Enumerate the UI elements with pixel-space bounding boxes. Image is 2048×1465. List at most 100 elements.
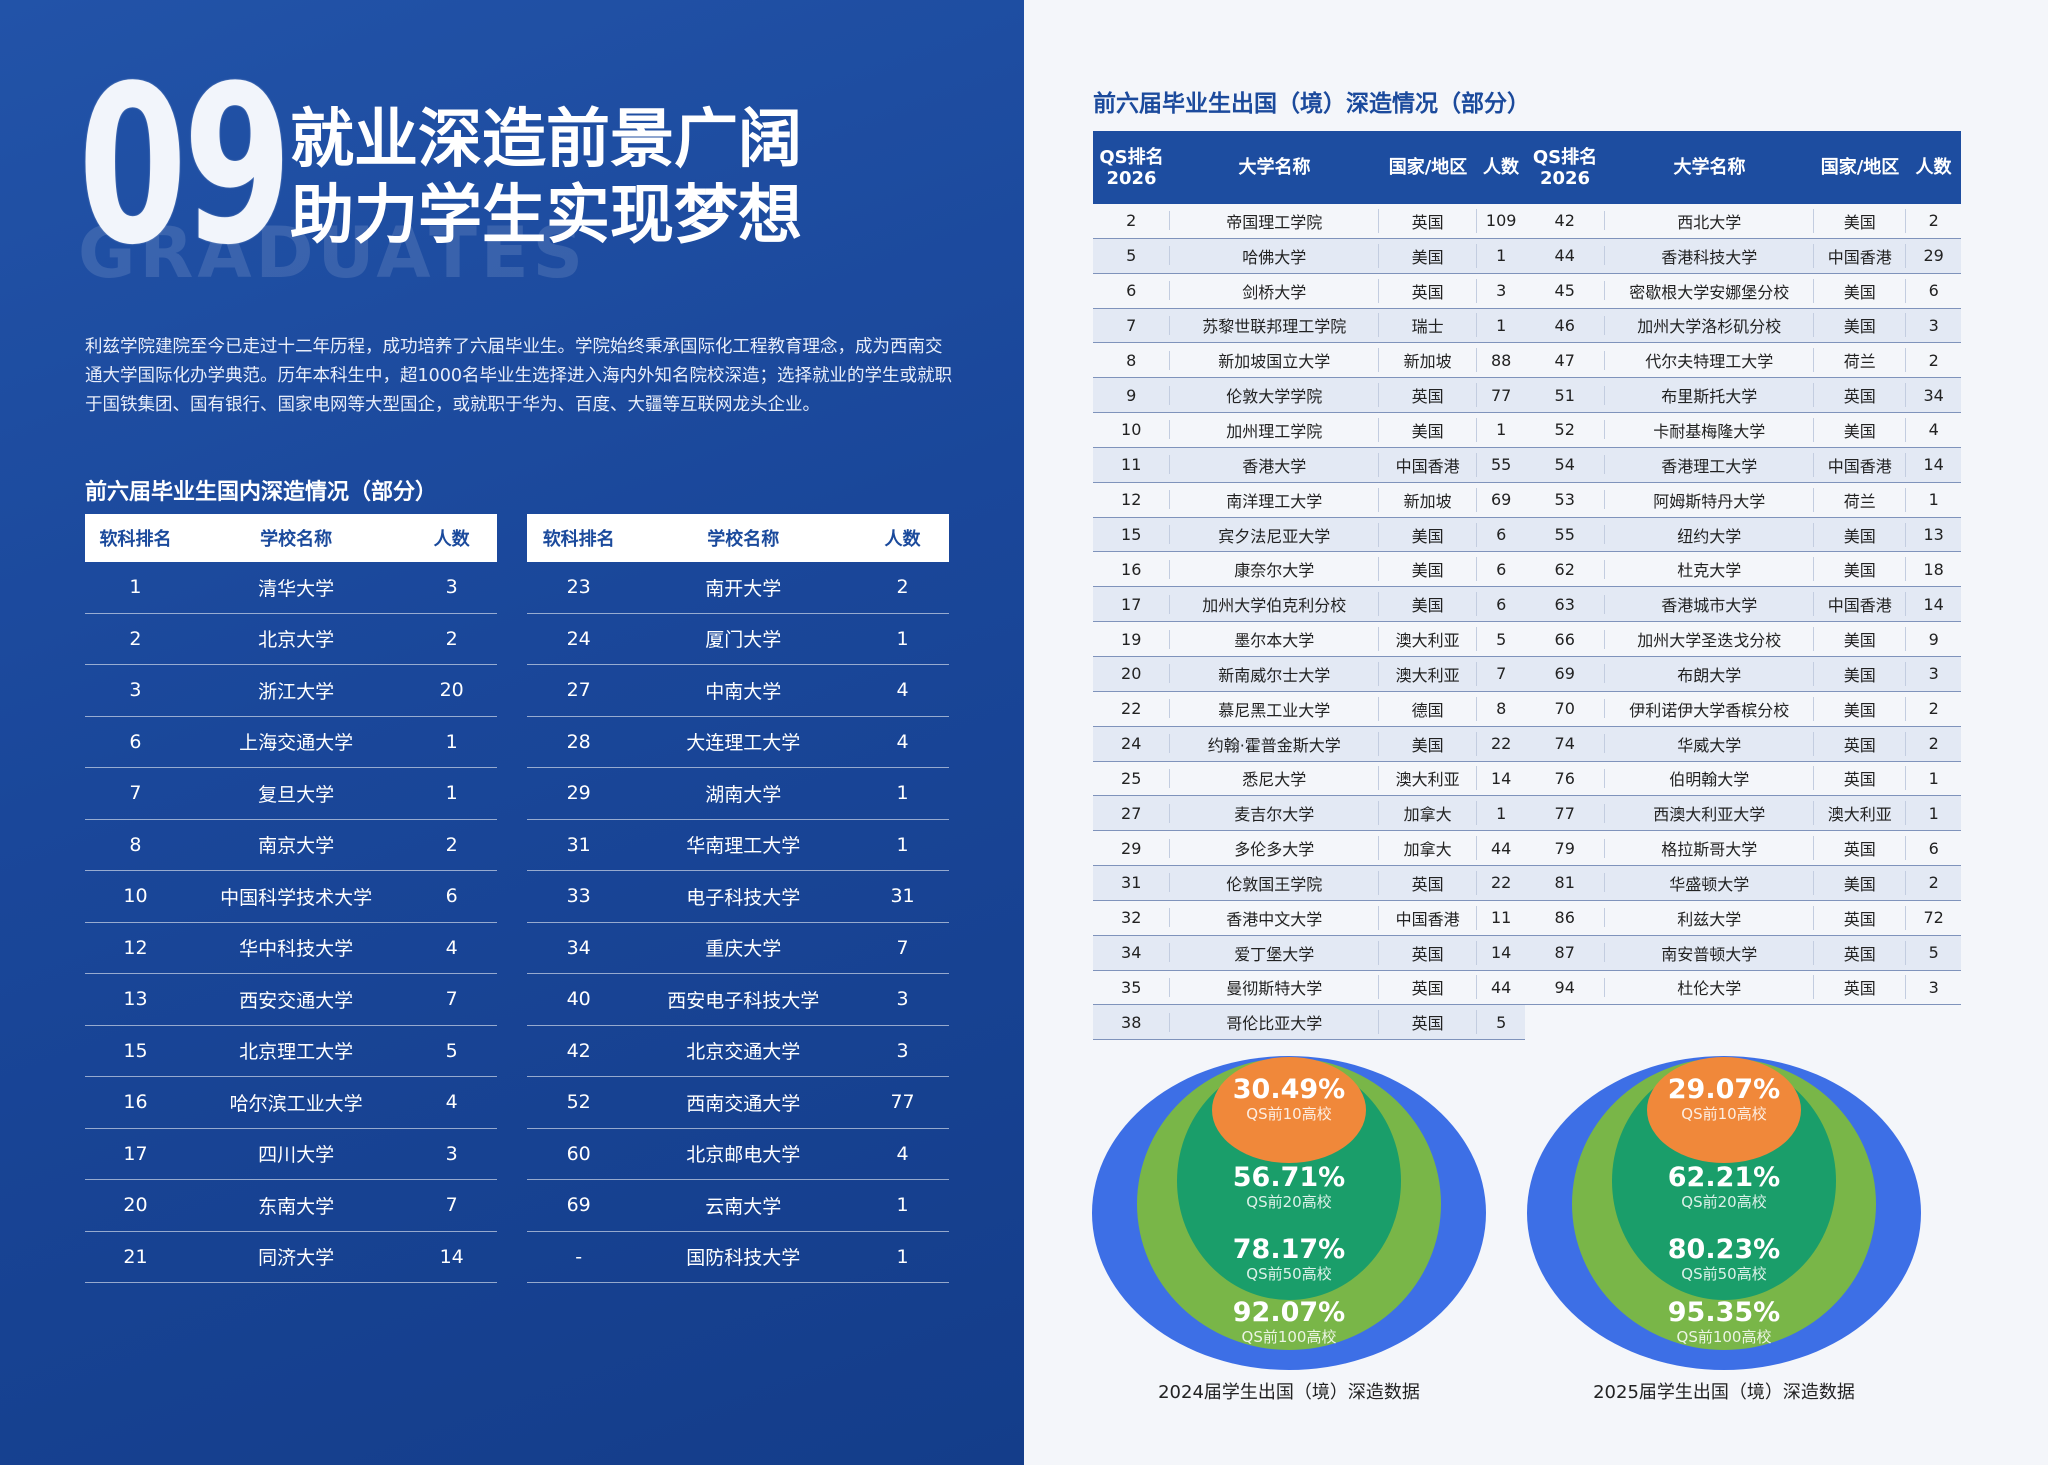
table-cell: 12 xyxy=(1093,490,1171,510)
header-cell: 人数 xyxy=(433,529,470,550)
table-cell: 7 xyxy=(445,988,458,1011)
table-cell: 35 xyxy=(1093,977,1171,997)
ring-label: QS前50高校 xyxy=(1681,1265,1766,1283)
table-row: 62 杜克大学 美国 18 xyxy=(1525,552,1961,588)
table-cell: 西安交通大学 xyxy=(239,989,354,1012)
table-row: 42 西北大学 美国 2 xyxy=(1525,204,1961,239)
table-cell: 美国 xyxy=(1814,313,1907,338)
table-cell: 1 xyxy=(896,1245,909,1268)
table-row: 55 纽约大学 美国 13 xyxy=(1525,517,1961,553)
table-cell: 美国 xyxy=(1379,557,1478,582)
table-cell: 美国 xyxy=(1814,417,1907,442)
table-row: 16 康奈尔大学 美国 6 xyxy=(1093,552,1525,588)
table-cell: 8 xyxy=(129,833,142,856)
header-cell: 国家/地区 xyxy=(1388,157,1468,178)
table-cell: 77 xyxy=(890,1091,915,1114)
table-row: 60 北京邮电大学 4 xyxy=(527,1129,949,1180)
table-cell: 24 xyxy=(566,627,591,650)
table-cell: 加州大学洛杉矶分校 xyxy=(1605,313,1815,338)
table-cell: 代尔夫特理工大学 xyxy=(1605,348,1815,373)
table-cell: 47 xyxy=(1525,350,1606,370)
table-cell: 8 xyxy=(1496,699,1507,719)
table-cell: 52 xyxy=(566,1091,591,1114)
table-cell: 22 xyxy=(1490,873,1512,893)
table-cell: 伦敦大学学院 xyxy=(1170,383,1380,408)
table-cell: 19 xyxy=(1093,629,1171,649)
table-cell: 87 xyxy=(1525,943,1606,963)
table-cell: 1 xyxy=(896,782,909,805)
table-cell: 2 xyxy=(1928,873,1939,893)
table-row: 74 华威大学 英国 2 xyxy=(1525,726,1961,762)
table-row: 81 华盛顿大学 美国 2 xyxy=(1525,866,1961,901)
table-row: 47 代尔夫特理工大学 荷兰 2 xyxy=(1525,343,1961,379)
table-cell: 16 xyxy=(123,1091,148,1114)
table-cell: 利兹大学 xyxy=(1605,905,1815,930)
table-row: 25 悉尼大学 澳大利亚 14 xyxy=(1093,762,1525,797)
table-cell: 英国 xyxy=(1379,940,1478,965)
table-row: 69 云南大学 1 xyxy=(527,1180,949,1232)
abroad-table: 2 帝国理工学院 英国 109 5 哈佛大学 美国 1 6 剑桥大学 英国 3 7 苏黎世联邦理工学院 瑞士… xyxy=(1093,204,1525,1041)
header-cell: 学校名称 xyxy=(260,529,333,550)
table-cell: 79 xyxy=(1525,838,1606,858)
title-line: 就业深造前景广阔 xyxy=(290,102,802,177)
table-row: 20 新南威尔士大学 澳大利亚 7 xyxy=(1093,656,1525,692)
table-cell: 华威大学 xyxy=(1605,731,1815,756)
table-cell: 美国 xyxy=(1379,243,1478,268)
table-row: 38 哥伦比亚大学 英国 5 xyxy=(1093,1005,1525,1041)
table-row: 35 曼彻斯特大学 英国 44 xyxy=(1093,971,1525,1006)
table-cell: 英国 xyxy=(1814,731,1907,756)
table-cell: 英国 xyxy=(1379,208,1478,233)
table-cell: 10 xyxy=(123,885,148,908)
abroad-table: 42 西北大学 美国 2 44 香港科技大学 中国香港 29 45 密歇根大学安娜堡分校 美国 6 46… xyxy=(1525,204,1961,1006)
table-cell: 38 xyxy=(1093,1012,1171,1032)
table-cell: 51 xyxy=(1525,385,1606,405)
table-cell: 中国香港 xyxy=(1814,243,1907,268)
header-cell: QS排名 2026 xyxy=(1532,146,1598,189)
table-row: 10 加州理工学院 美国 1 xyxy=(1093,413,1525,448)
table-cell: 5 xyxy=(1093,246,1171,266)
table-cell: 英国 xyxy=(1814,383,1907,408)
table-row: 9 伦敦大学学院 英国 77 xyxy=(1093,378,1525,414)
table-cell: 2 xyxy=(1928,350,1939,370)
table-cell: 44 xyxy=(1490,977,1512,997)
table-row: 52 卡耐基梅隆大学 美国 4 xyxy=(1525,413,1961,448)
table-cell: 麦吉尔大学 xyxy=(1170,801,1380,826)
table-cell: 7 xyxy=(129,782,142,805)
section-number: 09 xyxy=(78,40,292,293)
table-cell: 澳大利亚 xyxy=(1814,801,1907,826)
table-cell: 6 xyxy=(1496,525,1507,545)
table-cell: 加州大学伯克利分校 xyxy=(1170,592,1380,617)
table-row: 24 厦门大学 1 xyxy=(527,614,949,665)
table-cell: 52 xyxy=(1525,420,1606,440)
table-cell: 澳大利亚 xyxy=(1379,766,1478,791)
table-cell: 苏黎世联邦理工学院 xyxy=(1170,313,1380,338)
table-cell: 西南交通大学 xyxy=(686,1092,801,1115)
table-cell: 重庆大学 xyxy=(705,938,782,961)
table-cell: 同济大学 xyxy=(258,1247,335,1270)
table-cell: 4 xyxy=(896,1142,909,1165)
table-cell: 伯明翰大学 xyxy=(1605,766,1815,791)
table-cell: 33 xyxy=(566,885,591,908)
table-cell: 瑞士 xyxy=(1379,313,1478,338)
table-cell: 美国 xyxy=(1814,627,1907,652)
table-cell: 4 xyxy=(445,936,458,959)
table-cell: 27 xyxy=(1093,803,1171,823)
table-row: 33 电子科技大学 31 xyxy=(527,871,949,923)
table-cell: 27 xyxy=(566,679,591,702)
table-row: 53 阿姆斯特丹大学 荷兰 1 xyxy=(1525,483,1961,518)
table-cell: 22 xyxy=(1490,734,1512,754)
table-cell: 2 xyxy=(1928,734,1939,754)
domestic-table: 软科排名 学校名称 人数 23 南开大学 2 24 厦门大学 1 27 中南大学 4 28 大连理工大学 4… xyxy=(527,514,949,1283)
ring-label: QS前100高校 xyxy=(1677,1328,1772,1346)
table-cell: 3 xyxy=(896,1039,909,1062)
table-cell: 布朗大学 xyxy=(1605,661,1815,686)
table-cell: 17 xyxy=(1093,594,1171,614)
table-cell: 44 xyxy=(1490,838,1512,858)
table-row: 66 加州大学圣迭戈分校 美国 9 xyxy=(1525,622,1961,657)
table-cell: 加州大学圣迭戈分校 xyxy=(1605,627,1815,652)
table-row: 76 伯明翰大学 英国 1 xyxy=(1525,762,1961,797)
table-cell: 香港城市大学 xyxy=(1605,592,1815,617)
table-row: 24 约翰·霍普金斯大学 美国 22 xyxy=(1093,726,1525,762)
table-cell: 10 xyxy=(1093,420,1171,440)
table-row: 46 加州大学洛杉矶分校 美国 3 xyxy=(1525,308,1961,344)
